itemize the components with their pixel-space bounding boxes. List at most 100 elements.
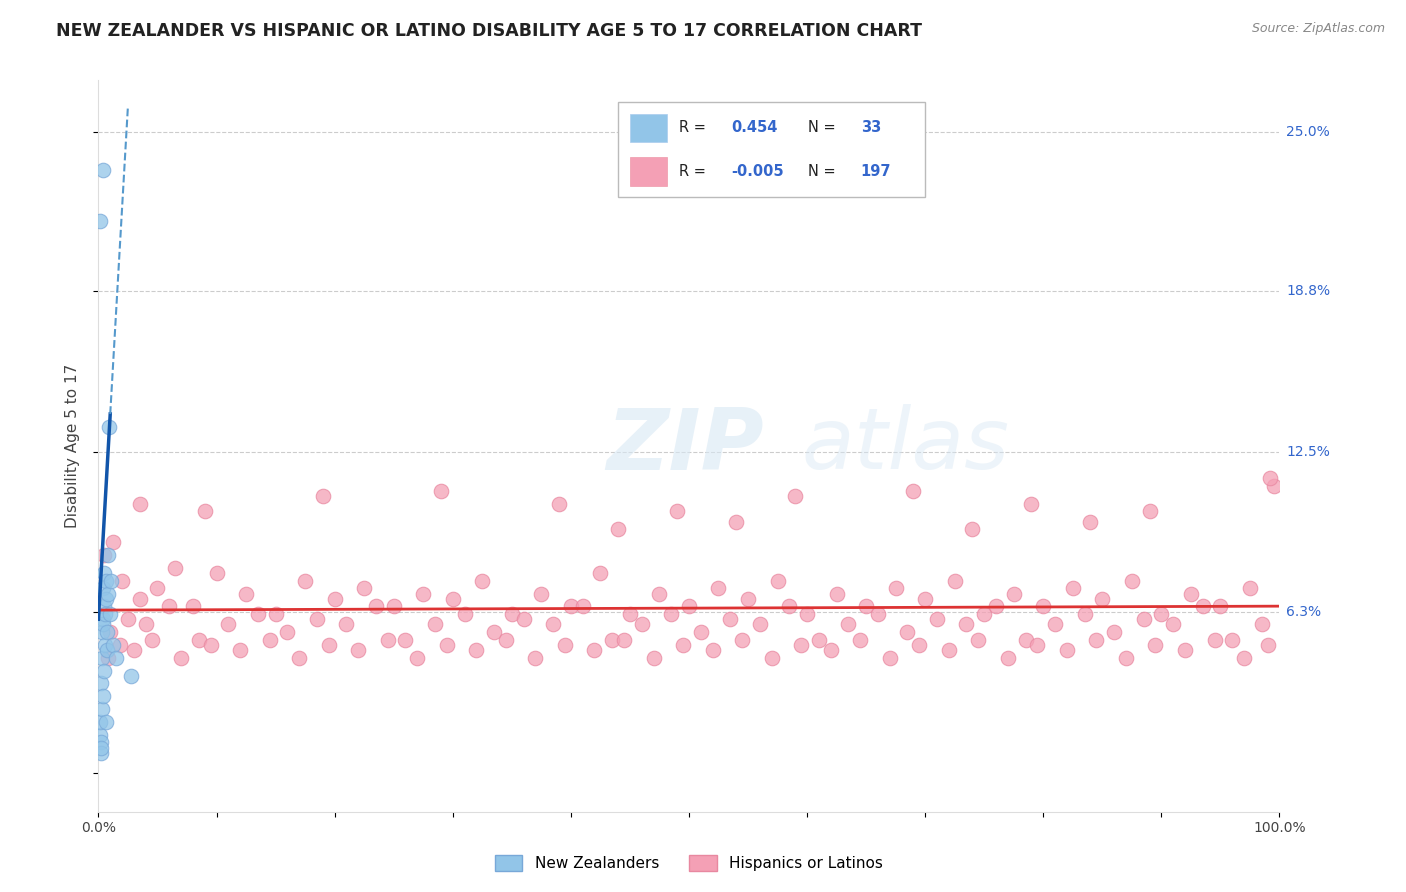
Point: [353, 582, 375, 596]
Point: [465, 643, 488, 657]
Point: [571, 599, 593, 614]
Point: [879, 650, 901, 665]
Point: [1014, 632, 1036, 647]
Point: [908, 638, 931, 652]
Point: [943, 574, 966, 588]
Point: [955, 617, 977, 632]
Point: [305, 612, 328, 626]
Point: [105, 650, 128, 665]
Point: [335, 617, 357, 632]
Point: [90, 735, 112, 749]
Text: 12.5%: 12.5%: [1286, 445, 1330, 459]
Point: [785, 489, 807, 503]
Bar: [630, 157, 668, 186]
Point: [796, 607, 818, 621]
Point: [1062, 582, 1084, 596]
Point: [347, 643, 370, 657]
Point: [1144, 638, 1167, 652]
Point: [1180, 586, 1202, 600]
Point: [524, 650, 547, 665]
Point: [495, 632, 517, 647]
Point: [441, 591, 464, 606]
Point: [90, 746, 112, 760]
Point: [205, 566, 228, 580]
Text: atlas: atlas: [801, 404, 1010, 488]
Point: [135, 617, 157, 632]
Point: [659, 607, 682, 621]
Point: [1021, 497, 1043, 511]
Point: [984, 599, 1007, 614]
Point: [666, 504, 689, 518]
Point: [962, 523, 984, 537]
Point: [648, 586, 671, 600]
Point: [89, 214, 111, 228]
Bar: [630, 113, 668, 142]
Point: [718, 612, 741, 626]
Point: [1032, 599, 1054, 614]
Point: [761, 650, 783, 665]
Point: [548, 497, 571, 511]
Point: [128, 591, 150, 606]
Point: [90, 702, 112, 716]
Point: [93, 599, 115, 614]
Point: [725, 515, 748, 529]
Text: 0.454: 0.454: [731, 120, 778, 136]
Point: [1115, 650, 1137, 665]
Text: R =: R =: [679, 120, 706, 136]
Point: [94, 714, 117, 729]
Point: [607, 523, 630, 537]
Text: 33: 33: [860, 120, 882, 136]
Text: 18.8%: 18.8%: [1286, 284, 1330, 298]
Point: [1139, 504, 1161, 518]
Point: [1258, 471, 1281, 485]
Point: [288, 650, 311, 665]
Text: 197: 197: [860, 164, 891, 179]
Point: [121, 669, 143, 683]
Point: [101, 638, 124, 652]
Point: [471, 574, 494, 588]
Point: [619, 607, 641, 621]
Point: [377, 632, 399, 647]
Point: [849, 632, 872, 647]
Point: [93, 566, 115, 580]
Point: [200, 638, 222, 652]
Point: [925, 612, 948, 626]
Point: [94, 574, 117, 588]
Point: [97, 586, 120, 600]
Point: [93, 617, 115, 632]
Point: [589, 566, 612, 580]
Point: [246, 607, 269, 621]
Point: [181, 599, 204, 614]
Point: [93, 548, 115, 562]
Point: [94, 591, 117, 606]
Point: [101, 535, 124, 549]
Point: [91, 163, 114, 178]
Point: [90, 676, 112, 690]
Point: [423, 617, 446, 632]
Point: [689, 625, 711, 640]
Point: [896, 625, 918, 640]
Point: [89, 714, 111, 729]
Point: [967, 632, 990, 647]
Point: [157, 599, 180, 614]
Point: [97, 650, 120, 665]
Point: [318, 638, 340, 652]
Point: [672, 638, 695, 652]
Point: [1002, 586, 1025, 600]
Point: [111, 574, 134, 588]
Point: [117, 612, 139, 626]
Point: [1233, 650, 1256, 665]
Point: [90, 740, 112, 755]
Point: [108, 638, 131, 652]
Point: [229, 643, 252, 657]
Point: [100, 574, 122, 588]
Point: [294, 574, 316, 588]
Point: [554, 638, 576, 652]
Point: [613, 632, 636, 647]
Point: [141, 632, 163, 647]
Point: [790, 638, 813, 652]
Point: [825, 586, 848, 600]
Point: [259, 632, 281, 647]
Point: [93, 607, 115, 621]
Point: [146, 582, 169, 596]
